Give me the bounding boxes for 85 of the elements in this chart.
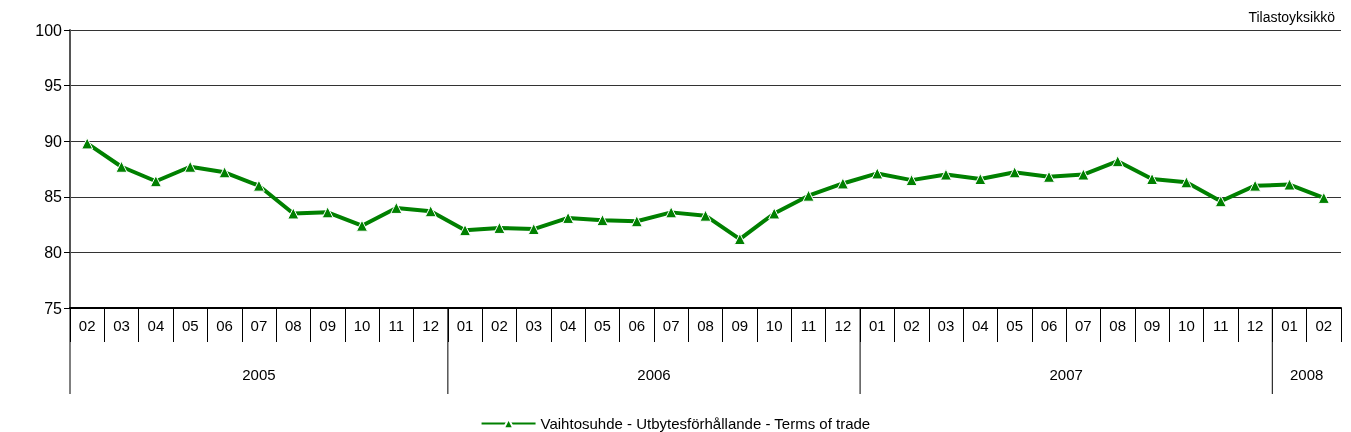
- legend-label: Vaihtosuhde - Utbytesförhållande - Terms of trade: [540, 415, 871, 432]
- x-tick-label: 03: [937, 317, 955, 334]
- point: [459, 224, 472, 237]
- point: [321, 206, 334, 219]
- x-tick-label: 01: [456, 317, 474, 334]
- x-tick-label: 03: [525, 317, 543, 334]
- point: [424, 205, 437, 218]
- point: [562, 211, 575, 224]
- x-tick-label: 07: [1075, 317, 1092, 334]
- x-tick-label: 05: [181, 317, 199, 334]
- x-tick-label: 10: [353, 317, 371, 334]
- x-tick-label: 08: [697, 317, 714, 334]
- point: [252, 179, 265, 192]
- x-tick-label: 05: [1006, 317, 1024, 334]
- text: 2008: [1289, 365, 1324, 383]
- x-tick-label: 02: [78, 317, 96, 334]
- x-tick-label: 12: [422, 317, 440, 334]
- point: [665, 206, 678, 219]
- point: [1283, 178, 1296, 191]
- point: [1008, 166, 1021, 179]
- point: [218, 166, 231, 179]
- x-tick-label: 01: [868, 317, 886, 334]
- text: 2007: [1049, 365, 1083, 383]
- x-tick-label: 03: [113, 317, 130, 334]
- point: [493, 221, 506, 234]
- y-tick-label: 80: [44, 243, 63, 261]
- y-tick-label: 95: [44, 77, 63, 95]
- point: [699, 209, 712, 222]
- x-tick-label: 06: [216, 317, 233, 334]
- x-tick-label: 07: [662, 317, 680, 334]
- x-tick-label: 09: [731, 317, 749, 334]
- x-tick-label: 09: [319, 317, 336, 334]
- x-tick-label: 06: [1040, 317, 1058, 334]
- point: [81, 137, 94, 150]
- point: [527, 223, 540, 236]
- x-tick-label: 02: [1315, 317, 1333, 334]
- point: [390, 201, 403, 214]
- text: 2005: [242, 365, 276, 383]
- point: [1214, 195, 1227, 208]
- point: [630, 215, 643, 228]
- x-tick-label: 11: [388, 317, 405, 334]
- x-tick-label: 10: [1178, 317, 1195, 334]
- point: [905, 174, 918, 187]
- point: [1077, 168, 1090, 181]
- point: [355, 219, 368, 232]
- point: [939, 168, 952, 181]
- point: [1146, 173, 1159, 186]
- point: [184, 160, 197, 173]
- y-tick-label: 90: [44, 132, 63, 150]
- point: [1111, 155, 1124, 168]
- x-tick-label: 11: [800, 317, 817, 334]
- text: Tilastoyksikkö: [1248, 9, 1336, 25]
- x-tick-label: 11: [1212, 317, 1229, 334]
- point: [1317, 191, 1330, 204]
- point: [1180, 176, 1193, 189]
- x-tick-label: 04: [147, 317, 165, 334]
- point: [596, 214, 609, 227]
- x-tick-label: 04: [971, 317, 989, 334]
- point: [871, 167, 884, 180]
- point: [974, 173, 987, 186]
- x-tick-label: 07: [250, 317, 268, 334]
- point: [733, 233, 746, 246]
- point: [1249, 179, 1262, 192]
- text: 2006: [637, 365, 671, 383]
- x-tick-label: 10: [765, 317, 783, 334]
- point: [802, 189, 815, 202]
- x-tick-label: 04: [559, 317, 577, 334]
- x-tick-label: 12: [1246, 317, 1264, 334]
- x-tick-label: 01: [1281, 317, 1298, 334]
- x-tick-label: 12: [834, 317, 852, 334]
- y-tick-label: 75: [44, 299, 63, 317]
- point: [768, 207, 781, 220]
- x-tick-label: 02: [903, 317, 920, 334]
- x-tick-label: 06: [628, 317, 646, 334]
- y-tick-label: 100: [35, 21, 63, 39]
- point: [149, 175, 162, 188]
- x-tick-label: 08: [1109, 317, 1127, 334]
- x-tick-label: 05: [594, 317, 611, 334]
- x-tick-label: 09: [1143, 317, 1161, 334]
- x-tick-label: 02: [491, 317, 508, 334]
- point: [115, 160, 128, 173]
- point: [1043, 170, 1056, 183]
- x-tick-label: 08: [284, 317, 302, 334]
- y-tick-label: 85: [44, 188, 63, 206]
- point: [836, 177, 849, 190]
